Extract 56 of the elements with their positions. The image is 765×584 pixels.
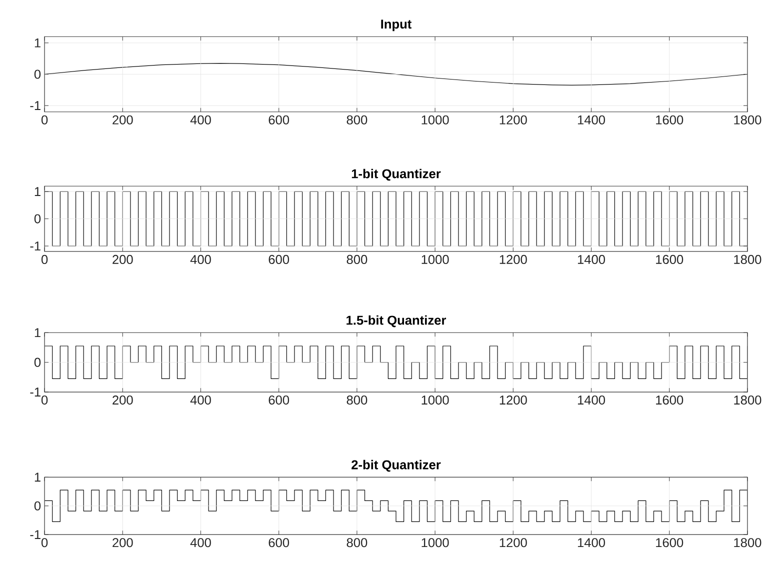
x-tick-label: 0 — [41, 538, 48, 548]
x-tick-label: 600 — [268, 115, 290, 124]
y-tick-label: -1 — [30, 388, 40, 396]
x-tick-label: 1600 — [656, 538, 684, 548]
chart-title: 2-bit Quantizer — [352, 460, 441, 472]
x-tick-label: 200 — [112, 115, 133, 124]
x-tick-label: 1200 — [500, 538, 527, 548]
x-tick-label: 400 — [190, 395, 211, 405]
y-tick-label: -1 — [30, 242, 40, 250]
x-tick-label: 600 — [268, 395, 290, 405]
x-tick-label: 400 — [190, 254, 211, 264]
chart-title: 1-bit Quantizer — [352, 168, 441, 181]
x-tick-label: 400 — [190, 115, 211, 124]
x-tick-label: 200 — [112, 538, 133, 548]
x-tick-label: 1200 — [500, 254, 527, 264]
y-tick-label: 1 — [34, 38, 40, 48]
x-tick-label: 800 — [346, 254, 368, 264]
y-tick-label: -1 — [30, 101, 40, 110]
x-tick-label: 1400 — [578, 395, 606, 405]
x-tick-label: 1400 — [578, 538, 606, 548]
y-tick-label: 1 — [34, 328, 40, 337]
x-tick-label: 1800 — [734, 538, 762, 548]
x-tick-label: 200 — [112, 395, 133, 405]
y-tick-label: 0 — [34, 501, 41, 510]
x-tick-label: 1800 — [734, 254, 762, 264]
y-tick-label: 0 — [34, 214, 41, 224]
y-tick-label: 1 — [34, 472, 40, 482]
x-tick-label: 600 — [268, 254, 290, 264]
x-tick-label: 1600 — [656, 254, 684, 264]
x-tick-label: 1600 — [656, 115, 684, 124]
x-tick-label: 800 — [346, 395, 368, 405]
x-tick-label: 1200 — [500, 395, 527, 405]
x-tick-label: 400 — [190, 538, 211, 548]
y-tick-label: 1 — [34, 187, 40, 196]
x-tick-label: 1400 — [578, 115, 606, 124]
x-tick-label: 1600 — [656, 395, 684, 405]
x-tick-label: 800 — [346, 115, 368, 124]
x-tick-label: 1000 — [422, 538, 449, 548]
x-tick-label: 1800 — [734, 115, 762, 124]
y-tick-label: -1 — [30, 530, 40, 539]
y-tick-label: 0 — [34, 70, 41, 79]
x-tick-label: 1000 — [422, 115, 449, 124]
x-tick-label: 1000 — [422, 395, 449, 405]
chart-title: Input — [381, 20, 412, 32]
x-tick-label: 800 — [346, 538, 368, 548]
x-tick-label: 0 — [41, 395, 48, 405]
x-tick-label: 1400 — [578, 254, 606, 264]
x-tick-label: 0 — [41, 254, 48, 264]
x-tick-label: 200 — [112, 254, 133, 264]
x-tick-label: 0 — [41, 115, 48, 124]
x-tick-label: 600 — [268, 538, 290, 548]
chart-title: 1.5-bit Quantizer — [346, 315, 446, 328]
x-tick-label: 1200 — [500, 115, 527, 124]
x-tick-label: 1000 — [422, 254, 449, 264]
x-tick-label: 1800 — [734, 395, 762, 405]
y-tick-label: 0 — [34, 358, 41, 367]
